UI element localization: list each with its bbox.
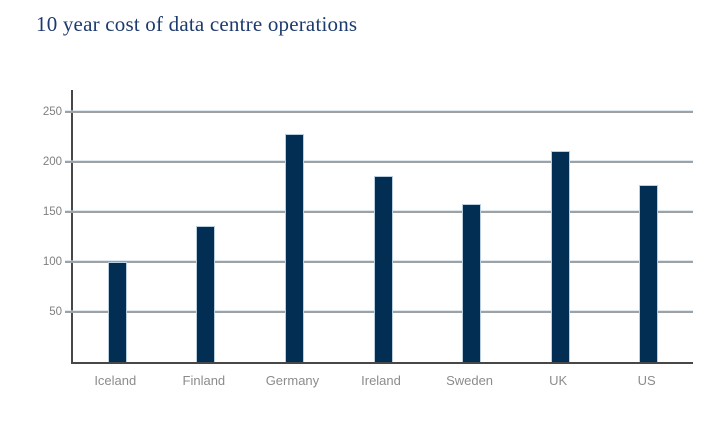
x-axis-label-us: US (637, 373, 656, 388)
bar-iceland (107, 262, 127, 362)
plot-area (65, 90, 693, 364)
x-axis-label-germany: Germany (265, 373, 320, 388)
x-axis-label-sweden: Sweden (446, 373, 494, 388)
x-axis-label-finland: Finland (182, 373, 226, 388)
y-axis-tick-label-200: 200 (42, 156, 62, 168)
y-axis-tick-label-150: 150 (42, 206, 62, 218)
gridline-200 (65, 161, 693, 163)
bar-ireland (373, 176, 393, 362)
x-axis-label-ireland: Ireland (361, 373, 401, 388)
bar-germany (284, 134, 304, 362)
x-axis-label-uk: UK (549, 373, 568, 388)
gridline-250 (65, 111, 693, 113)
chart-title: 10 year cost of data centre operations (36, 12, 358, 36)
y-axis-tick-label-250: 250 (42, 106, 62, 118)
bar-us (639, 185, 659, 362)
bar-finland (196, 226, 216, 362)
y-axis-tick-label-50: 50 (49, 306, 62, 318)
bar-sweden (462, 204, 482, 362)
bar-uk (550, 151, 570, 362)
y-axis-tick-label-100: 100 (42, 256, 62, 268)
x-axis-label-iceland: Iceland (94, 373, 137, 388)
